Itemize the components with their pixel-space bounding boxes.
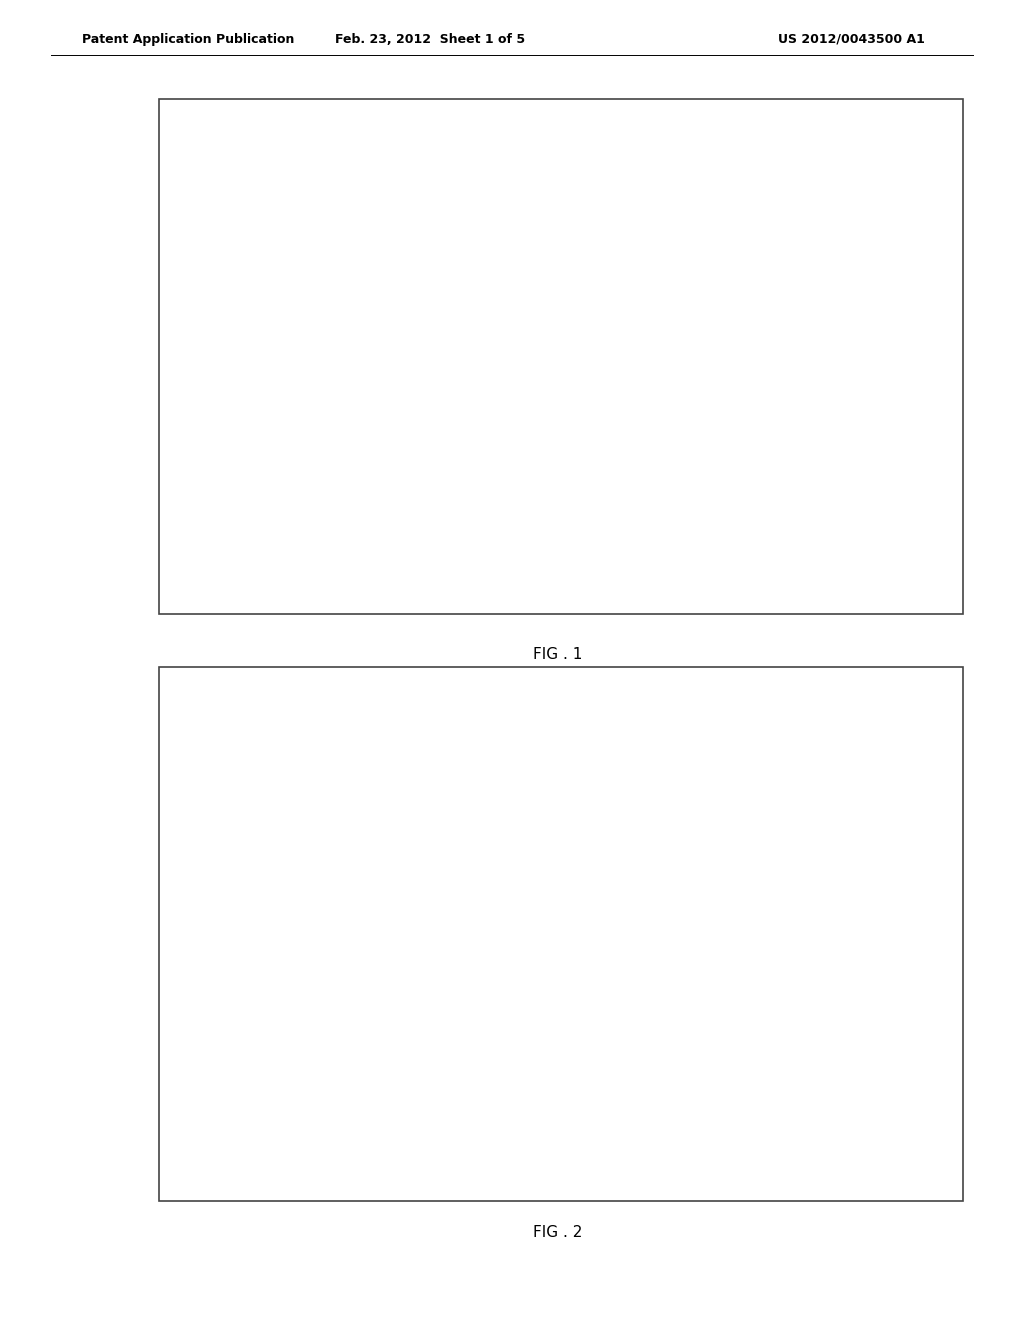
Text: Patent Application Publication: Patent Application Publication (82, 33, 294, 46)
X-axis label: m/z: m/z (579, 603, 594, 611)
Text: 10: 10 (292, 698, 303, 708)
Text: FIG . 2: FIG . 2 (534, 1225, 583, 1239)
X-axis label: m/z: m/z (579, 1191, 594, 1199)
Y-axis label: Intensity (×10⁴ PS⁻¹): Intensity (×10⁴ PS⁻¹) (186, 883, 196, 972)
Text: US 2012/0043500 A1: US 2012/0043500 A1 (778, 33, 925, 46)
Text: 10: 10 (292, 115, 303, 124)
Y-axis label: Intensity (×10⁴ PS⁻¹): Intensity (×10⁴ PS⁻¹) (186, 306, 196, 393)
Text: Feb. 23, 2012  Sheet 1 of 5: Feb. 23, 2012 Sheet 1 of 5 (335, 33, 525, 46)
Text: FIG . 1: FIG . 1 (534, 647, 583, 661)
